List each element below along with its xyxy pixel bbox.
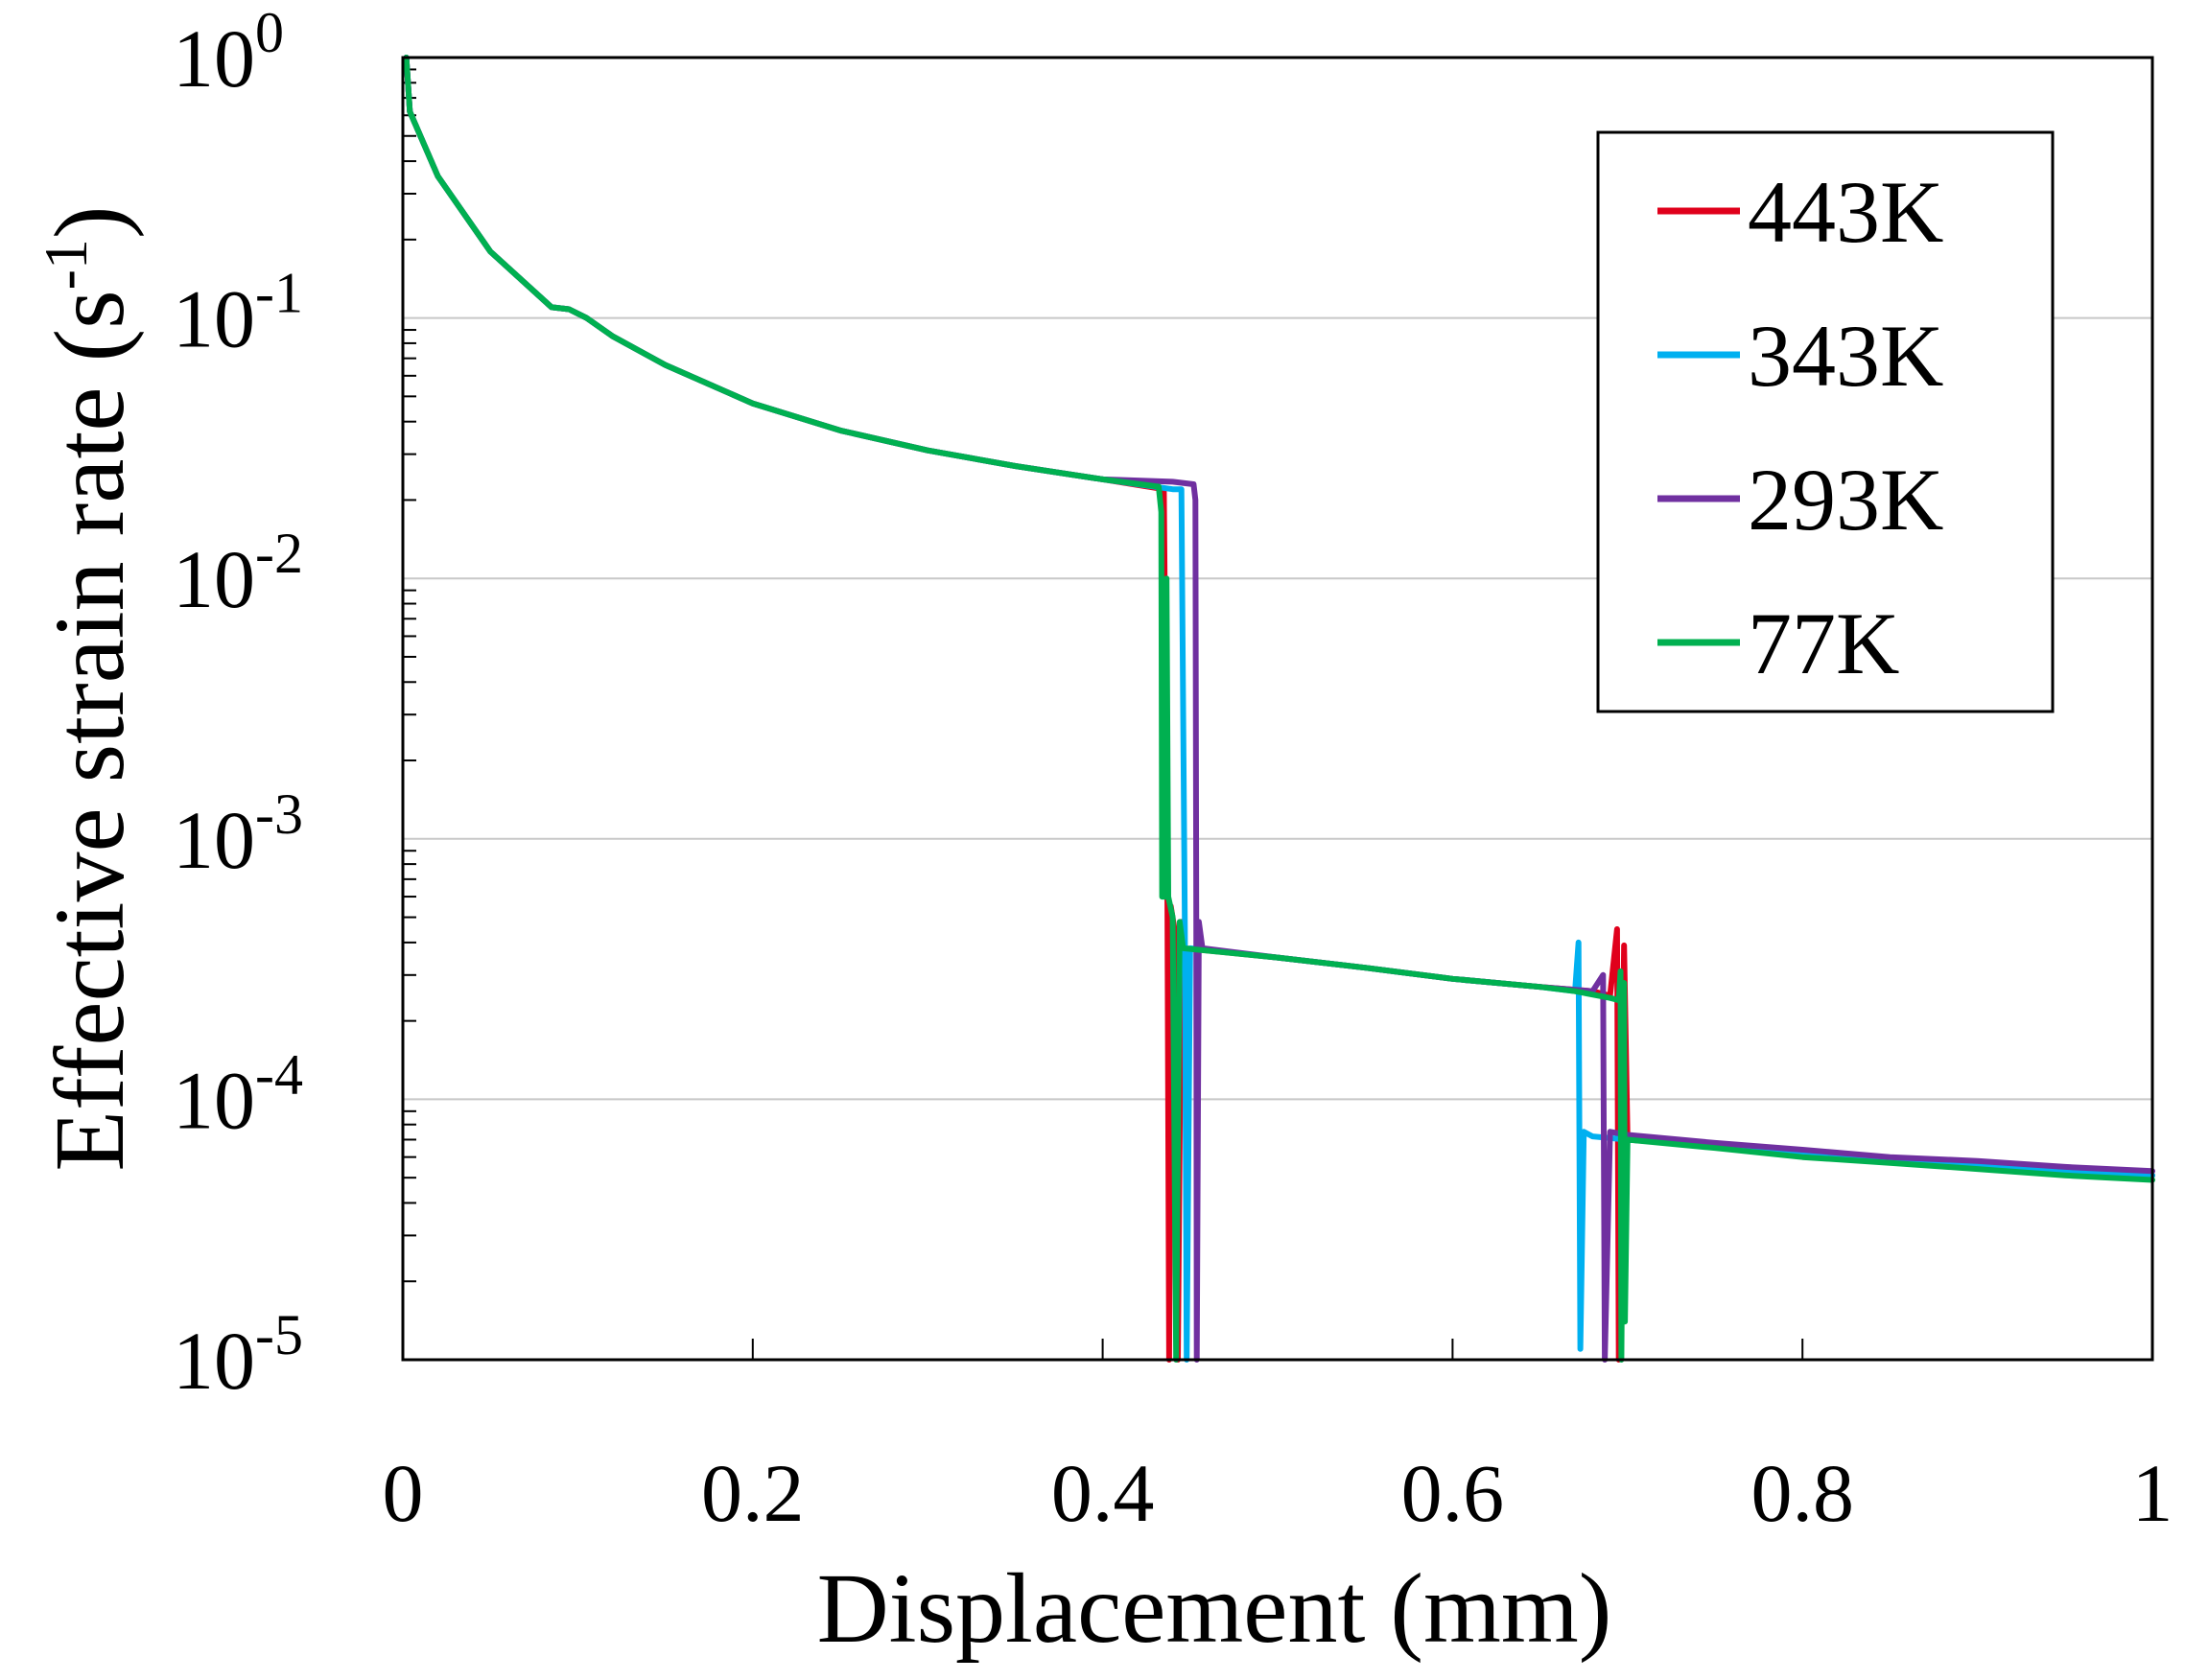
legend-label-443K: 443K bbox=[1748, 163, 1943, 261]
legend-label-343K: 343K bbox=[1748, 307, 1943, 405]
x-tick-label-5: 1 bbox=[2132, 1447, 2173, 1539]
x-tick-label-1: 0.2 bbox=[701, 1447, 805, 1539]
y-axis-label: Effective strain rate (s-1) bbox=[32, 205, 145, 1171]
legend: 443K 343K 293K 77K bbox=[1596, 130, 2055, 713]
y-tick-label-1: 10-1 bbox=[173, 262, 303, 365]
y-tick-exponent: -2 bbox=[255, 522, 303, 585]
y-tick-base: 10 bbox=[173, 794, 255, 886]
x-tick-label-0: 0 bbox=[383, 1447, 424, 1539]
y-tick-base: 10 bbox=[173, 533, 255, 625]
y-axis-label-text: Effective strain rate bbox=[35, 386, 145, 1171]
y-axis-unit-base: s bbox=[35, 290, 145, 328]
legend-label-77K: 77K bbox=[1748, 595, 1899, 692]
x-axis-label: Displacement (mm) bbox=[817, 1553, 1612, 1664]
y-tick-base: 10 bbox=[173, 1315, 255, 1407]
legend-label-293K: 293K bbox=[1748, 451, 1943, 548]
y-axis-unit-exp: -1 bbox=[32, 239, 100, 290]
y-tick-base: 10 bbox=[173, 273, 255, 365]
legend-box bbox=[1596, 130, 2055, 713]
x-tick-label-4: 0.8 bbox=[1750, 1447, 1854, 1539]
y-tick-base: 10 bbox=[173, 1054, 255, 1146]
minor-ticks bbox=[402, 68, 2153, 1360]
y-tick-exponent: -4 bbox=[255, 1042, 303, 1106]
y-tick-label-5: 10-5 bbox=[173, 1303, 303, 1407]
y-tick-label-4: 10-4 bbox=[173, 1042, 303, 1146]
y-tick-label-2: 10-2 bbox=[173, 522, 303, 625]
y-tick-exponent: -1 bbox=[255, 262, 303, 325]
y-tick-label-0: 100 bbox=[173, 1, 284, 105]
series-line-77K bbox=[403, 55, 2155, 1363]
y-tick-base: 10 bbox=[173, 12, 255, 105]
y-tick-label-3: 10-3 bbox=[173, 782, 303, 886]
y-tick-exponent: 0 bbox=[255, 1, 284, 64]
x-tick-label-3: 0.6 bbox=[1401, 1447, 1505, 1539]
y-tick-exponent: -3 bbox=[255, 782, 303, 846]
plot-frame bbox=[401, 56, 2154, 1362]
y-tick-exponent: -5 bbox=[255, 1303, 303, 1366]
x-tick-labels: 0 0.2 0.4 0.6 0.8 1 bbox=[383, 1447, 2173, 1539]
x-tick-label-2: 0.4 bbox=[1051, 1447, 1155, 1539]
